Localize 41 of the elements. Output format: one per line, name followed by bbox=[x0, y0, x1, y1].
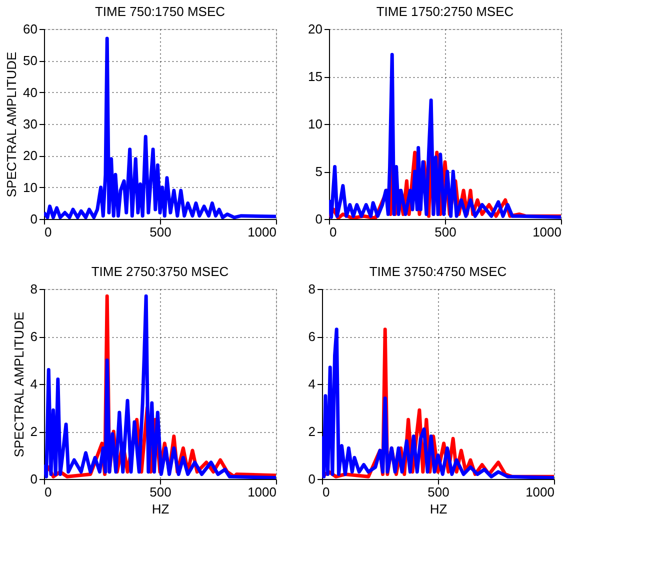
x-tick-label: 1000 bbox=[532, 224, 562, 240]
x-axis-title: HZ bbox=[430, 502, 448, 516]
y-tick-label: 40 bbox=[23, 84, 38, 100]
x-tick-label: 500 bbox=[434, 224, 456, 240]
y-tick-label: 60 bbox=[23, 22, 38, 36]
y-tick-label: 6 bbox=[30, 329, 38, 344]
y-tick-label: 4 bbox=[30, 376, 38, 392]
y-tick-label: 0 bbox=[308, 472, 316, 486]
x-tick-label: 1000 bbox=[526, 484, 554, 500]
y-tick-label: 2 bbox=[30, 424, 38, 439]
y-tick-label: 15 bbox=[308, 69, 322, 84]
y-tick-label: 8 bbox=[30, 282, 38, 296]
y-tick-label: 5 bbox=[315, 164, 322, 179]
y-tick-label: 50 bbox=[23, 53, 38, 68]
chart-title: TIME 2750:3750 MSEC bbox=[91, 264, 229, 279]
y-tick-label: 10 bbox=[308, 116, 322, 132]
x-tick-label: 0 bbox=[44, 484, 52, 500]
chart-title: TIME 750:1750 MSEC bbox=[94, 4, 226, 19]
y-tick-label: 30 bbox=[23, 116, 38, 132]
x-tick-label: 500 bbox=[150, 484, 172, 500]
y-tick-label: 10 bbox=[23, 180, 38, 195]
chart-title: TIME 3750:4750 MSEC bbox=[369, 264, 507, 279]
x-axis-title: HZ bbox=[152, 502, 170, 516]
y-tick-label: 0 bbox=[30, 472, 38, 486]
y-tick-label: 0 bbox=[30, 212, 38, 226]
x-tick-label: 1000 bbox=[248, 484, 276, 500]
y-axis-title: SPECTRAL AMPLITUDE bbox=[11, 311, 26, 458]
x-tick-label: 500 bbox=[428, 484, 450, 500]
y-tick-label: 20 bbox=[308, 22, 322, 36]
y-axis-title: SPECTRAL AMPLITUDE bbox=[4, 51, 20, 198]
x-tick-label: 0 bbox=[330, 224, 337, 240]
x-tick-label: 1000 bbox=[248, 224, 276, 240]
y-tick-label: 0 bbox=[315, 212, 322, 226]
y-tick-label: 4 bbox=[308, 376, 316, 392]
y-tick-label: 8 bbox=[308, 282, 316, 296]
x-tick-label: 0 bbox=[44, 224, 52, 240]
y-tick-label: 6 bbox=[308, 329, 316, 344]
x-tick-label: 500 bbox=[150, 224, 172, 240]
y-tick-label: 20 bbox=[23, 148, 38, 164]
chart-title: TIME 1750:2750 MSEC bbox=[376, 4, 514, 19]
y-tick-label: 2 bbox=[308, 424, 316, 439]
